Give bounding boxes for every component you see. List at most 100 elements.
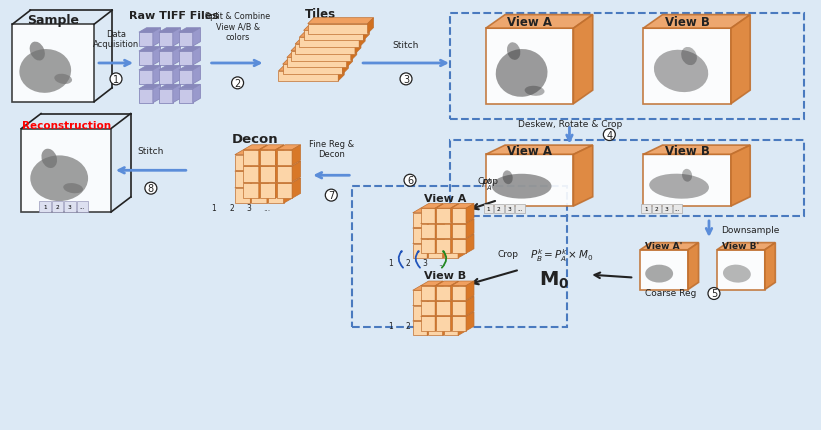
Polygon shape bbox=[251, 172, 267, 187]
Polygon shape bbox=[451, 297, 459, 316]
Polygon shape bbox=[573, 15, 593, 104]
Polygon shape bbox=[420, 224, 435, 238]
Polygon shape bbox=[172, 47, 181, 66]
Text: Split & Combine
View A/B &
colors: Split & Combine View A/B & colors bbox=[205, 12, 270, 42]
FancyBboxPatch shape bbox=[64, 202, 76, 212]
Ellipse shape bbox=[525, 86, 544, 97]
Polygon shape bbox=[451, 204, 459, 223]
Circle shape bbox=[325, 190, 337, 202]
Polygon shape bbox=[443, 209, 451, 227]
Polygon shape bbox=[452, 235, 474, 240]
Polygon shape bbox=[413, 209, 435, 213]
Polygon shape bbox=[413, 321, 427, 336]
Polygon shape bbox=[413, 306, 427, 320]
Polygon shape bbox=[466, 297, 474, 316]
Ellipse shape bbox=[681, 48, 697, 66]
FancyBboxPatch shape bbox=[652, 205, 661, 214]
Polygon shape bbox=[275, 162, 284, 182]
Polygon shape bbox=[250, 167, 259, 187]
Text: Stitch: Stitch bbox=[138, 147, 164, 156]
Polygon shape bbox=[443, 209, 466, 213]
Polygon shape bbox=[277, 167, 292, 182]
Polygon shape bbox=[355, 39, 361, 55]
Polygon shape bbox=[486, 29, 573, 104]
Polygon shape bbox=[139, 29, 161, 33]
Polygon shape bbox=[427, 224, 435, 243]
Polygon shape bbox=[466, 219, 474, 238]
Polygon shape bbox=[451, 312, 459, 331]
Polygon shape bbox=[643, 146, 750, 155]
Polygon shape bbox=[300, 38, 359, 48]
Polygon shape bbox=[420, 317, 435, 331]
Ellipse shape bbox=[30, 156, 88, 202]
Polygon shape bbox=[250, 150, 259, 171]
Polygon shape bbox=[243, 150, 259, 166]
Polygon shape bbox=[179, 71, 193, 85]
Polygon shape bbox=[429, 240, 451, 244]
Polygon shape bbox=[420, 219, 443, 224]
Polygon shape bbox=[731, 15, 750, 104]
Polygon shape bbox=[427, 301, 435, 320]
Polygon shape bbox=[193, 66, 200, 85]
Polygon shape bbox=[235, 172, 250, 187]
Ellipse shape bbox=[649, 174, 709, 199]
Polygon shape bbox=[436, 204, 459, 209]
Polygon shape bbox=[275, 145, 284, 166]
Polygon shape bbox=[427, 209, 435, 227]
Text: 3: 3 bbox=[422, 258, 427, 267]
Polygon shape bbox=[304, 31, 364, 41]
Polygon shape bbox=[458, 317, 466, 336]
Polygon shape bbox=[251, 155, 267, 171]
FancyArrowPatch shape bbox=[399, 252, 403, 268]
Polygon shape bbox=[413, 224, 435, 229]
Ellipse shape bbox=[30, 43, 45, 61]
Polygon shape bbox=[436, 297, 459, 301]
Polygon shape bbox=[466, 281, 474, 301]
Text: 2: 2 bbox=[497, 206, 501, 212]
Text: ...: ... bbox=[80, 205, 85, 209]
Polygon shape bbox=[466, 312, 474, 331]
Polygon shape bbox=[179, 29, 200, 33]
Text: View A: View A bbox=[507, 16, 552, 29]
Polygon shape bbox=[413, 291, 427, 305]
Polygon shape bbox=[304, 25, 369, 31]
Circle shape bbox=[400, 74, 412, 86]
Circle shape bbox=[232, 78, 244, 89]
Polygon shape bbox=[153, 29, 161, 47]
Polygon shape bbox=[420, 209, 435, 223]
Polygon shape bbox=[427, 286, 435, 305]
Polygon shape bbox=[420, 301, 435, 316]
Polygon shape bbox=[139, 66, 161, 71]
FancyBboxPatch shape bbox=[663, 205, 672, 214]
FancyBboxPatch shape bbox=[52, 202, 63, 212]
Polygon shape bbox=[267, 167, 275, 187]
Polygon shape bbox=[451, 219, 459, 238]
Text: 2: 2 bbox=[56, 205, 59, 209]
Polygon shape bbox=[443, 301, 451, 320]
Polygon shape bbox=[436, 209, 451, 223]
Polygon shape bbox=[452, 312, 474, 317]
Polygon shape bbox=[443, 224, 451, 243]
Polygon shape bbox=[640, 250, 688, 290]
Text: Decon: Decon bbox=[232, 133, 279, 146]
FancyBboxPatch shape bbox=[484, 205, 493, 214]
Text: Crop: Crop bbox=[477, 177, 498, 186]
Polygon shape bbox=[292, 162, 300, 182]
Circle shape bbox=[110, 74, 122, 86]
Polygon shape bbox=[291, 46, 357, 52]
Polygon shape bbox=[251, 150, 275, 155]
Polygon shape bbox=[436, 286, 451, 301]
Polygon shape bbox=[259, 145, 268, 166]
Polygon shape bbox=[413, 213, 427, 227]
Polygon shape bbox=[268, 188, 283, 204]
Polygon shape bbox=[243, 167, 259, 182]
Text: 2: 2 bbox=[235, 79, 241, 89]
Text: 2: 2 bbox=[406, 258, 410, 267]
Polygon shape bbox=[443, 286, 451, 305]
Polygon shape bbox=[243, 184, 259, 199]
Polygon shape bbox=[429, 229, 443, 243]
Polygon shape bbox=[420, 235, 443, 240]
Polygon shape bbox=[179, 33, 193, 47]
Polygon shape bbox=[179, 52, 193, 66]
Text: $P_B^k = P_A^k \times M_0$: $P_B^k = P_A^k \times M_0$ bbox=[530, 247, 594, 264]
